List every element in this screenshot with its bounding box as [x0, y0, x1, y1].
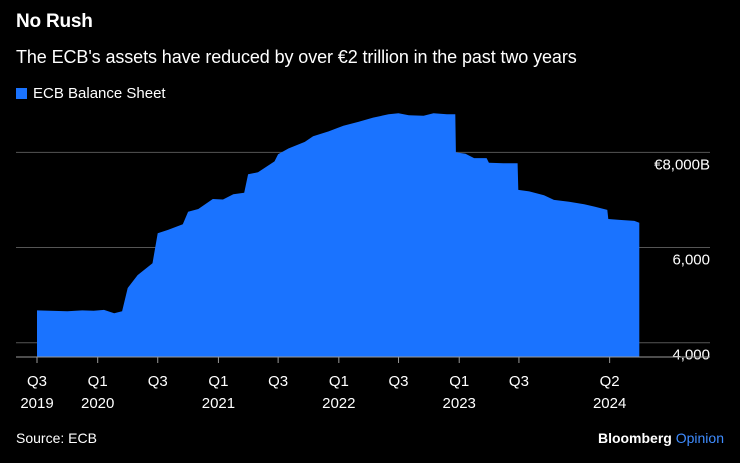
- x-tick-year-label: 2022: [322, 395, 355, 412]
- brand-main: Bloomberg: [597, 430, 672, 446]
- x-tick-label: Q1: [208, 373, 228, 390]
- chart-subtitle: The ECB's assets have reduced by over €2…: [16, 47, 577, 67]
- x-tick-label: Q3: [268, 373, 288, 390]
- series-area: [37, 113, 640, 357]
- x-tick-label: Q1: [329, 373, 349, 390]
- x-tick-year-label: 2023: [443, 395, 476, 412]
- y-tick-label: 6,000: [672, 252, 710, 269]
- legend-swatch: [16, 88, 27, 99]
- x-tick-label: Q3: [27, 373, 47, 390]
- x-tick-year-label: 2021: [202, 395, 235, 412]
- x-tick-label: Q2: [600, 373, 620, 390]
- x-tick-label: Q3: [389, 373, 409, 390]
- chart-title: No Rush: [16, 11, 93, 32]
- x-tick-label: Q3: [148, 373, 168, 390]
- y-tick-label: 4,000: [672, 347, 710, 364]
- x-tick-year-label: 2019: [20, 395, 53, 412]
- x-tick-label: Q1: [88, 373, 108, 390]
- brand-sub: Opinion: [675, 430, 724, 446]
- source-note: Source: ECB: [16, 430, 97, 446]
- x-tick-year-label: 2024: [593, 395, 626, 412]
- x-tick-year-label: 2020: [81, 395, 114, 412]
- legend: ECB Balance Sheet: [16, 85, 166, 102]
- brand-logo: Bloomberg Opinion: [598, 430, 724, 446]
- legend-label: ECB Balance Sheet: [33, 85, 166, 102]
- x-tick-label: Q1: [449, 373, 469, 390]
- y-tick-label: €8,000B: [654, 156, 710, 173]
- x-tick-label: Q3: [509, 373, 529, 390]
